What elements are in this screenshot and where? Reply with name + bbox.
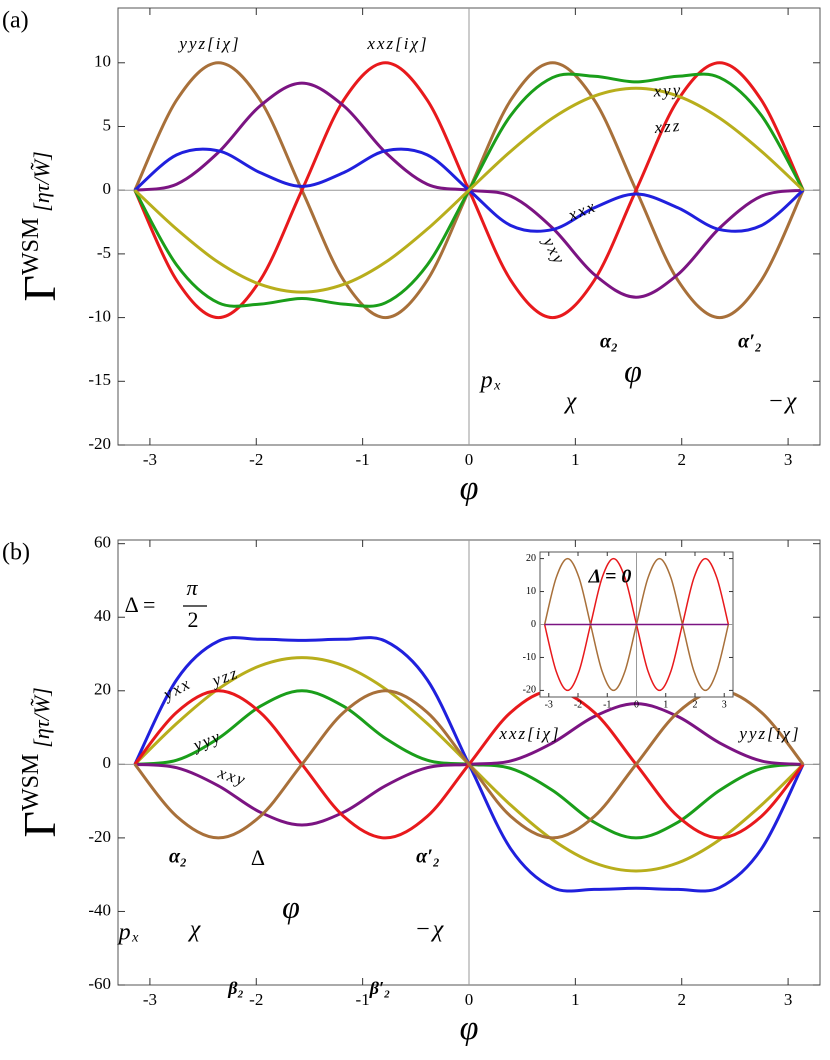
- curve: [133, 689, 805, 840]
- y-tick-label: -10: [523, 652, 536, 663]
- y-tick-label: 0: [531, 619, 536, 630]
- annotation: χ: [564, 389, 579, 415]
- x-tick-label: 2: [677, 450, 686, 469]
- annotation: −χ: [768, 389, 799, 415]
- y-axis-label: ΓWSM [ητ/W̃]: [14, 151, 65, 301]
- x-tick-label: 3: [784, 990, 793, 1009]
- annotation: β₂: [227, 978, 244, 998]
- y-tick-label: -40: [88, 900, 111, 919]
- annotation: pₓ: [479, 368, 504, 394]
- y-tick-label: -20: [88, 434, 111, 453]
- x-axis-label: φ: [460, 470, 479, 507]
- x-tick-label: -1: [356, 450, 370, 469]
- panel-label: (b): [2, 540, 30, 566]
- x-tick-label: 3: [722, 699, 727, 710]
- y-axis-unit: [ητ/W̃]: [29, 687, 54, 747]
- x-tick-label: 1: [663, 699, 668, 710]
- annotation: χ: [188, 917, 203, 943]
- x-tick-label: -3: [143, 450, 157, 469]
- annotation: α′₂: [416, 846, 440, 868]
- y-tick-label: -20: [88, 827, 111, 846]
- y-tick-label: -10: [88, 307, 111, 326]
- x-tick-label: -2: [249, 450, 263, 469]
- x-tick-label: 3: [784, 450, 793, 469]
- curve: [133, 86, 805, 294]
- y-tick-label: 10: [94, 52, 111, 71]
- x-tick-label: -3: [143, 990, 157, 1009]
- panel-label: (a): [2, 8, 29, 34]
- annotation: φ: [282, 888, 302, 924]
- x-tick-label: -3: [545, 699, 553, 710]
- annotation: xyy: [652, 80, 683, 101]
- annotation: yyz[iχ]: [737, 724, 800, 743]
- x-tick-label: -2: [574, 699, 582, 710]
- annotation: Δ: [251, 845, 265, 870]
- annotation: α₂: [600, 331, 618, 353]
- annotation: xxz[iχ]: [366, 34, 428, 53]
- annotation: φ: [624, 352, 644, 388]
- annotation: pₓ: [117, 920, 142, 946]
- y-tick-label: 0: [103, 179, 112, 198]
- x-tick-label: 0: [465, 990, 474, 1009]
- y-tick-label: -5: [97, 243, 111, 262]
- y-axis-unit: [ητ/W̃]: [29, 151, 54, 211]
- annotation: xxz[iχ]: [498, 724, 560, 743]
- x-tick-label: 0: [465, 450, 474, 469]
- y-tick-label: 0: [103, 753, 112, 772]
- y-tick-label: 40: [94, 606, 111, 625]
- y-tick-label: 10: [526, 586, 536, 597]
- annotation: α₂: [169, 846, 187, 868]
- annotation: 2: [188, 607, 199, 632]
- annotation: Δ =: [125, 592, 156, 617]
- x-axis-label: φ: [460, 1010, 479, 1047]
- y-tick-label: -60: [88, 974, 111, 993]
- y-axis-superscript: WSM: [18, 218, 44, 275]
- y-tick-label: -15: [88, 370, 111, 389]
- annotation: π: [186, 575, 199, 600]
- x-tick-label: 2: [677, 990, 686, 1009]
- annotation: xzz: [653, 116, 682, 137]
- x-tick-label: -1: [603, 699, 611, 710]
- annotation: α′₂: [738, 331, 762, 353]
- annotation: −χ: [415, 917, 446, 943]
- x-tick-label: 0: [634, 699, 639, 710]
- annotation: yyz[iχ]: [177, 34, 240, 53]
- annotation: β′₂: [369, 978, 391, 998]
- y-axis-symbol: Γ: [14, 811, 65, 838]
- y-tick-label: -20: [523, 685, 536, 696]
- y-tick-label: 60: [94, 533, 111, 552]
- y-axis-label: ΓWSM [ητ/W̃]: [14, 687, 65, 837]
- y-axis-superscript: WSM: [18, 754, 44, 811]
- x-tick-label: 1: [571, 990, 580, 1009]
- x-tick-label: -2: [249, 990, 263, 1009]
- x-tick-label: 2: [692, 699, 697, 710]
- annotation: Δ = 0: [588, 566, 632, 588]
- x-tick-label: 1: [571, 450, 580, 469]
- y-axis-symbol: Γ: [14, 275, 65, 302]
- y-tick-label: 20: [526, 553, 536, 564]
- x-tick-label: -1: [356, 990, 370, 1009]
- y-tick-label: 20: [94, 680, 111, 699]
- y-tick-label: 5: [103, 115, 112, 134]
